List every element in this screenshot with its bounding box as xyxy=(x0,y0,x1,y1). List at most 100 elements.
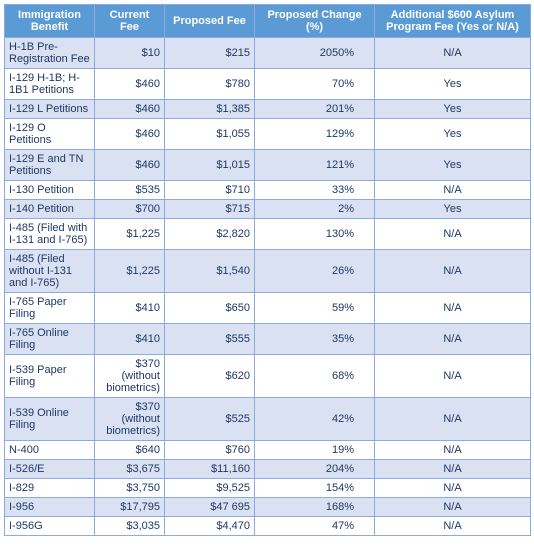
cell-benefit: I-539 Online Filing xyxy=(5,398,95,441)
cell-benefit: I-129 L Petitions xyxy=(5,100,95,119)
cell-proposed: $1,385 xyxy=(165,100,255,119)
cell-current: $640 xyxy=(95,441,165,460)
cell-proposed: $620 xyxy=(165,355,255,398)
cell-change: 2050% xyxy=(255,38,375,69)
cell-asylum: Yes xyxy=(375,100,531,119)
cell-asylum: N/A xyxy=(375,293,531,324)
table-row: I-956$17,795$47 695168%N/A xyxy=(5,498,531,517)
table-row: I-129 E and TN Petitions$460$1,015121%Ye… xyxy=(5,150,531,181)
cell-change: 154% xyxy=(255,479,375,498)
cell-current: $410 xyxy=(95,293,165,324)
table-row: I-129 O Petitions$460$1,055129%Yes xyxy=(5,119,531,150)
table-row: I-129 L Petitions$460$1,385201%Yes xyxy=(5,100,531,119)
table-row: I-485 (Filed with I-131 and I-765)$1,225… xyxy=(5,219,531,250)
col-header-change: Proposed Change (%) xyxy=(255,5,375,38)
cell-current: $17,795 xyxy=(95,498,165,517)
cell-current: $370 (without biometrics) xyxy=(95,398,165,441)
table-row: I-829$3,750$9,525154%N/A xyxy=(5,479,531,498)
cell-asylum: N/A xyxy=(375,460,531,479)
cell-current: $1,225 xyxy=(95,219,165,250)
cell-change: 129% xyxy=(255,119,375,150)
cell-benefit: I-956 xyxy=(5,498,95,517)
cell-current: $1,225 xyxy=(95,250,165,293)
cell-benefit: I-129 O Petitions xyxy=(5,119,95,150)
table-row: I-539 Paper Filing$370 (without biometri… xyxy=(5,355,531,398)
cell-proposed: $1,015 xyxy=(165,150,255,181)
cell-change: 59% xyxy=(255,293,375,324)
cell-proposed: $1,540 xyxy=(165,250,255,293)
cell-proposed: $11,160 xyxy=(165,460,255,479)
cell-proposed: $715 xyxy=(165,200,255,219)
cell-current: $410 xyxy=(95,324,165,355)
cell-benefit: I-129 H-1B; H-1B1 Petitions xyxy=(5,69,95,100)
cell-asylum: N/A xyxy=(375,498,531,517)
cell-change: 68% xyxy=(255,355,375,398)
cell-change: 42% xyxy=(255,398,375,441)
cell-asylum: N/A xyxy=(375,398,531,441)
cell-asylum: Yes xyxy=(375,69,531,100)
cell-proposed: $650 xyxy=(165,293,255,324)
table-row: I-130 Petition$535$71033%N/A xyxy=(5,181,531,200)
cell-proposed: $710 xyxy=(165,181,255,200)
cell-change: 70% xyxy=(255,69,375,100)
table-row: I-140 Petition$700$7152%Yes xyxy=(5,200,531,219)
cell-current: $460 xyxy=(95,69,165,100)
cell-asylum: Yes xyxy=(375,200,531,219)
cell-asylum: Yes xyxy=(375,150,531,181)
immigration-fee-table: Immigration Benefit Current Fee Proposed… xyxy=(4,4,531,536)
cell-current: $460 xyxy=(95,119,165,150)
cell-current: $700 xyxy=(95,200,165,219)
cell-proposed: $525 xyxy=(165,398,255,441)
col-header-current: Current Fee xyxy=(95,5,165,38)
cell-proposed: $4,470 xyxy=(165,517,255,536)
cell-benefit: H-1B Pre-Registration Fee xyxy=(5,38,95,69)
table-row: I-485 (Filed without I-131 and I-765)$1,… xyxy=(5,250,531,293)
table-row: N-400$640$76019%N/A xyxy=(5,441,531,460)
cell-proposed: $760 xyxy=(165,441,255,460)
cell-change: 19% xyxy=(255,441,375,460)
cell-asylum: N/A xyxy=(375,38,531,69)
cell-proposed: $215 xyxy=(165,38,255,69)
cell-benefit: I-765 Paper Filing xyxy=(5,293,95,324)
cell-asylum: N/A xyxy=(375,181,531,200)
col-header-asylum: Additional $600 Asylum Program Fee (Yes … xyxy=(375,5,531,38)
cell-current: $10 xyxy=(95,38,165,69)
cell-benefit: I-130 Petition xyxy=(5,181,95,200)
table-row: I-526/E$3,675$11,160204%N/A xyxy=(5,460,531,479)
table-row: I-129 H-1B; H-1B1 Petitions$460$78070%Ye… xyxy=(5,69,531,100)
cell-asylum: N/A xyxy=(375,219,531,250)
cell-benefit: I-485 (Filed without I-131 and I-765) xyxy=(5,250,95,293)
cell-benefit: I-129 E and TN Petitions xyxy=(5,150,95,181)
cell-benefit: N-400 xyxy=(5,441,95,460)
table-row: I-956G$3,035$4,47047%N/A xyxy=(5,517,531,536)
cell-benefit: I-956G xyxy=(5,517,95,536)
cell-proposed: $9,525 xyxy=(165,479,255,498)
cell-benefit: I-539 Paper Filing xyxy=(5,355,95,398)
cell-asylum: N/A xyxy=(375,479,531,498)
table-header-row: Immigration Benefit Current Fee Proposed… xyxy=(5,5,531,38)
cell-asylum: N/A xyxy=(375,324,531,355)
cell-current: $3,675 xyxy=(95,460,165,479)
cell-proposed: $47 695 xyxy=(165,498,255,517)
cell-change: 47% xyxy=(255,517,375,536)
cell-change: 168% xyxy=(255,498,375,517)
cell-current: $3,750 xyxy=(95,479,165,498)
col-header-proposed: Proposed Fee xyxy=(165,5,255,38)
cell-benefit: I-765 Online Filing xyxy=(5,324,95,355)
cell-change: 35% xyxy=(255,324,375,355)
cell-proposed: $780 xyxy=(165,69,255,100)
cell-asylum: N/A xyxy=(375,441,531,460)
cell-proposed: $1,055 xyxy=(165,119,255,150)
cell-change: 2% xyxy=(255,200,375,219)
cell-change: 130% xyxy=(255,219,375,250)
table-row: I-765 Online Filing$410$55535%N/A xyxy=(5,324,531,355)
cell-benefit: I-485 (Filed with I-131 and I-765) xyxy=(5,219,95,250)
cell-current: $3,035 xyxy=(95,517,165,536)
cell-benefit: I-140 Petition xyxy=(5,200,95,219)
cell-current: $460 xyxy=(95,100,165,119)
cell-change: 204% xyxy=(255,460,375,479)
cell-current: $460 xyxy=(95,150,165,181)
cell-asylum: N/A xyxy=(375,517,531,536)
cell-change: 33% xyxy=(255,181,375,200)
cell-asylum: N/A xyxy=(375,250,531,293)
